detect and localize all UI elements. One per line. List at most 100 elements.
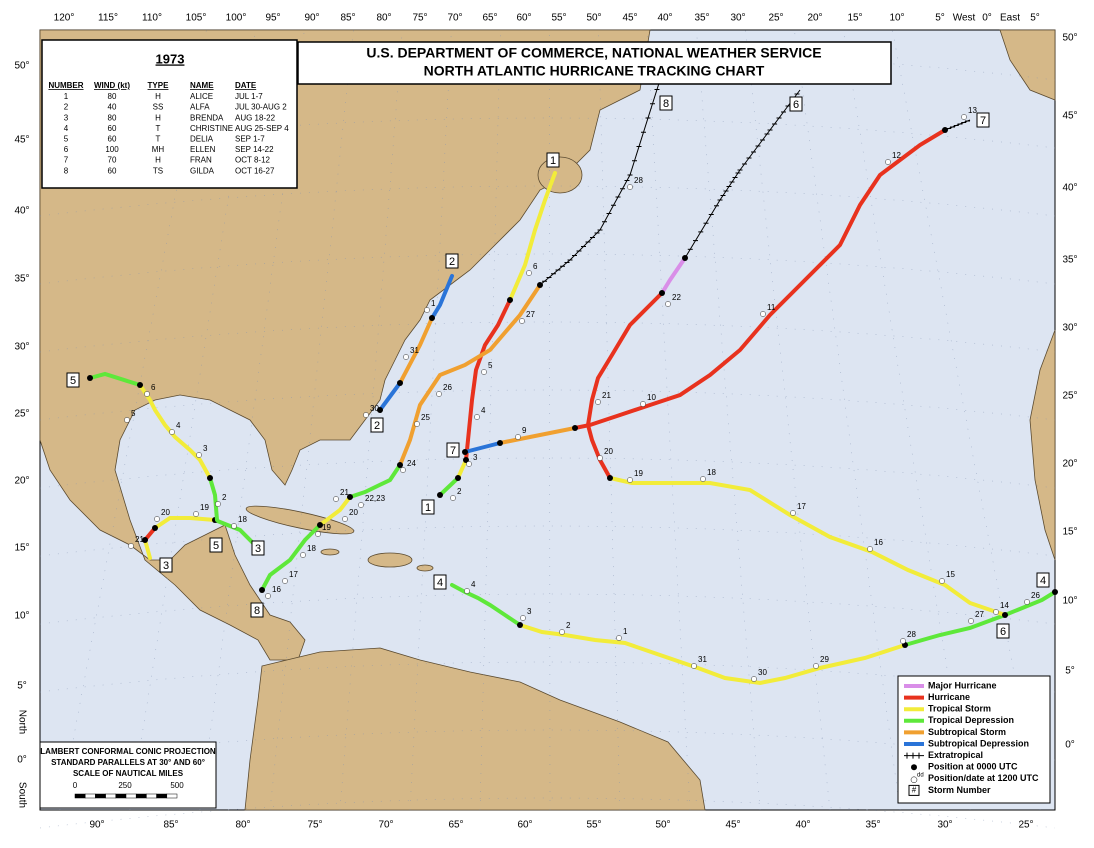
storm-number-box (250, 602, 264, 618)
left-latitude: 35° (14, 274, 29, 285)
table-cell: SS (153, 103, 164, 112)
storm-track (153, 516, 217, 530)
storm-number: 1 (550, 155, 556, 167)
position-1200 (640, 401, 646, 407)
table-cell: ALFA (190, 103, 210, 112)
europe (999, 29, 1056, 101)
top-longitude: 75° (412, 13, 427, 24)
table-cell: CHRISTINE (190, 124, 233, 133)
scale-bar (84, 793, 96, 799)
table-cell: 60 (108, 135, 117, 144)
right-latitude: 15° (1062, 527, 1077, 538)
position-0000 (347, 494, 353, 500)
position-1200 (169, 429, 175, 435)
track-date-label: 15 (946, 570, 955, 579)
storm-track (208, 476, 219, 522)
position-1200 (154, 516, 160, 522)
track-date-label: 19 (634, 469, 643, 478)
track-date-label: 21 (602, 391, 611, 400)
track-date-label: 19 (322, 523, 331, 532)
storm-number-box (1036, 572, 1050, 588)
position-1200 (300, 552, 306, 558)
left-latitude: 45° (14, 135, 29, 146)
position-1200 (403, 354, 409, 360)
position-0000 (497, 440, 503, 446)
table-cell: SEP 14-22 (235, 145, 274, 154)
legend-sample: dd (917, 772, 924, 778)
position-1200 (464, 588, 470, 594)
top-longitude: 0° (982, 13, 992, 24)
storm-number: 2 (449, 256, 455, 268)
position-1200 (595, 399, 601, 405)
top-longitude: 45° (622, 13, 637, 24)
storm-number: 7 (980, 115, 986, 127)
legend-label: Major Hurricane (928, 680, 997, 690)
track-date-label: 18 (238, 515, 247, 524)
scale-bar (115, 793, 127, 799)
bottom-longitude: 65° (448, 820, 463, 831)
track-date-label: 16 (272, 585, 281, 594)
position-1200 (993, 609, 999, 615)
hispaniola (367, 552, 413, 568)
position-1200 (414, 421, 420, 427)
storm-track (498, 426, 577, 445)
legend-label: Position at 0000 UTC (928, 762, 1018, 772)
legend-label: Tropical Storm (928, 704, 991, 714)
storm-number-box (370, 417, 384, 433)
jamaica (320, 548, 340, 556)
position-1200 (193, 511, 199, 517)
position-1200 (481, 369, 487, 375)
table-cell: AUG 18-22 (235, 113, 276, 122)
table-cell: JUL 1-7 (235, 92, 263, 101)
track-date-label: 21 (135, 535, 144, 544)
top-longitude: 5° (935, 13, 945, 24)
track-date-label: 2 (566, 621, 571, 630)
storm-number: 4 (437, 577, 443, 589)
table-header: WIND (kt) (94, 81, 130, 90)
top-longitude: 10° (889, 13, 904, 24)
position-1200 (315, 531, 321, 537)
track-date-label: 1 (431, 299, 436, 308)
top-longitude: 90° (304, 13, 319, 24)
table-cell: 5 (64, 135, 69, 144)
position-0000 (397, 380, 403, 386)
top-longitude: 85° (340, 13, 355, 24)
table-cell: BRENDA (190, 113, 224, 122)
storm-track (438, 476, 460, 497)
track-date-label: 10 (647, 393, 656, 402)
legend-box-sample (908, 784, 920, 796)
right-latitude: 30° (1062, 323, 1077, 334)
position-1200 (961, 114, 967, 120)
scale-bar (166, 793, 178, 799)
top-longitude: 50° (586, 13, 601, 24)
position-0000 (317, 522, 323, 528)
bottom-longitude: 35° (865, 820, 880, 831)
track-date-label: 3 (473, 453, 478, 462)
storm-track (378, 381, 402, 412)
track-date-label: 28 (634, 176, 643, 185)
storm-track (318, 495, 352, 527)
storm-number: 5 (213, 540, 219, 552)
position-1200 (265, 593, 271, 599)
left-latitude: 25° (14, 409, 29, 420)
title-box (297, 41, 892, 85)
position-0000 (429, 315, 435, 321)
position-1200 (282, 578, 288, 584)
track-date-label: 16 (874, 538, 883, 547)
table-cell: GILDA (190, 166, 215, 175)
position-1200 (1024, 599, 1030, 605)
track-date-label: 4 (481, 406, 486, 415)
track-date-label: 18 (307, 544, 316, 553)
top-longitude: 80° (376, 13, 391, 24)
scale-bar (135, 793, 147, 799)
storm-number-box (976, 112, 990, 128)
position-1200 (400, 467, 406, 473)
track-date-label: 5 (488, 361, 493, 370)
table-header: NUMBER (48, 81, 83, 90)
legend-label: Subtropical Storm (928, 727, 1006, 737)
storm-track (398, 283, 542, 467)
legend-label: Hurricane (928, 692, 970, 702)
storm-track (143, 538, 152, 560)
track-date-label: 2 (222, 493, 227, 502)
